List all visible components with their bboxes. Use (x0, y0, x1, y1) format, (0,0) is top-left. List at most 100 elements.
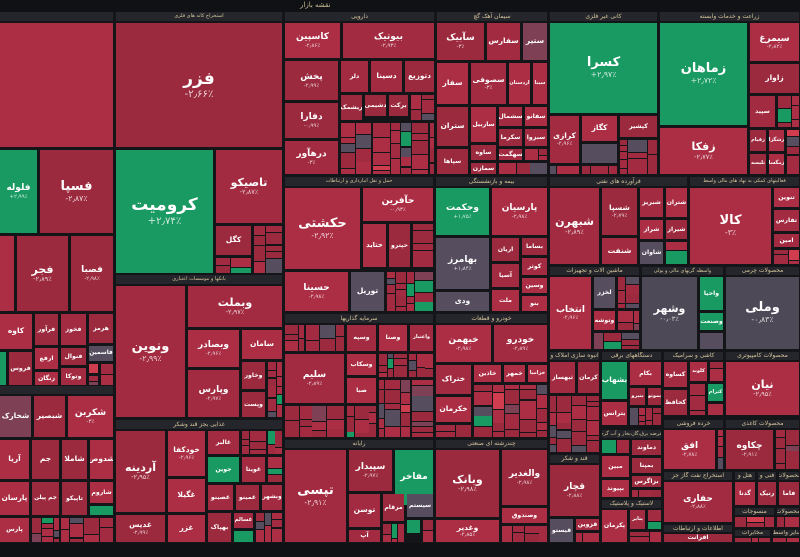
stock-tile[interactable]: وتوشه (594, 311, 615, 330)
stock-tile[interactable] (379, 419, 384, 428)
stock-tile[interactable]: کاسپین -۲٫۸۶٪ (285, 23, 340, 58)
stock-tile[interactable] (557, 413, 571, 423)
stock-tile[interactable]: قچار -۲٫۸۸٪ (550, 465, 599, 516)
stock-tile[interactable] (648, 510, 661, 521)
stock-tile[interactable] (618, 291, 625, 303)
stock-tile[interactable] (388, 354, 393, 358)
stock-tile[interactable] (275, 431, 282, 447)
stock-tile[interactable] (774, 255, 788, 264)
stock-tile[interactable] (391, 123, 400, 130)
stock-tile[interactable]: غصینو (208, 485, 233, 510)
stock-tile[interactable] (502, 526, 512, 542)
stock-tile[interactable] (84, 535, 99, 542)
stock-tile[interactable] (356, 135, 371, 148)
stock-tile[interactable] (417, 368, 425, 377)
stock-tile[interactable] (409, 354, 416, 360)
stock-tile[interactable]: کپشیر (620, 116, 657, 137)
stock-tile[interactable] (265, 513, 271, 525)
stock-tile[interactable]: وسپه (347, 325, 376, 351)
stock-tile[interactable]: حسینا -۲٫۹۸٪ (285, 272, 348, 311)
stock-tile[interactable] (391, 159, 400, 174)
stock-tile[interactable] (242, 440, 249, 445)
stock-tile[interactable]: شاروم (90, 482, 113, 503)
stock-tile[interactable]: شبهرن -۲٫۸۹٪ (550, 188, 599, 264)
stock-tile[interactable]: زاوار (750, 64, 799, 93)
stock-tile[interactable] (268, 386, 276, 397)
stock-tile[interactable]: حکشتی -۲٫۹۲٪ (285, 188, 360, 269)
stock-tile[interactable] (628, 159, 647, 174)
stock-tile[interactable] (778, 123, 791, 127)
stock-tile[interactable] (0, 23, 113, 147)
stock-tile[interactable]: شخارک (0, 396, 31, 437)
stock-tile[interactable] (587, 421, 599, 435)
stock-tile[interactable]: غویتا (242, 457, 265, 482)
stock-tile[interactable] (525, 526, 539, 533)
stock-tile[interactable] (576, 533, 582, 542)
stock-tile[interactable] (300, 427, 312, 437)
stock-tile[interactable] (583, 533, 599, 542)
stock-tile[interactable] (379, 429, 384, 437)
stock-tile[interactable] (423, 520, 433, 530)
stock-tile[interactable] (520, 390, 536, 399)
stock-tile[interactable] (430, 148, 434, 162)
stock-tile[interactable]: حتاید (363, 224, 386, 267)
stock-tile[interactable] (300, 420, 312, 426)
stock-tile[interactable] (666, 242, 687, 250)
stock-tile[interactable] (306, 341, 319, 346)
stock-tile[interactable]: وحکمت +۱٫۷۵٪ (436, 188, 489, 235)
stock-tile[interactable]: خودرو -۲٫۸۹٪ (494, 325, 547, 362)
stock-tile[interactable]: پخش -۲٫۹۹٪ (285, 61, 338, 100)
stock-tile[interactable] (415, 302, 433, 311)
stock-tile[interactable] (591, 166, 608, 174)
stock-tile[interactable] (254, 246, 265, 261)
stock-tile[interactable]: درهآور -۳٪ (285, 141, 338, 174)
stock-tile[interactable] (61, 518, 69, 529)
stock-tile[interactable]: تپسی -۲٫۹۱٪ (285, 450, 346, 542)
stock-tile[interactable] (474, 385, 492, 391)
stock-tile[interactable]: سلیم -۲٫۸۹٪ (285, 354, 344, 403)
stock-tile[interactable] (369, 413, 376, 423)
stock-tile[interactable] (300, 406, 312, 419)
stock-tile[interactable]: کوثر (522, 258, 547, 275)
stock-tile[interactable]: رنیک (758, 482, 776, 505)
stock-tile[interactable]: مرقام (383, 494, 404, 521)
stock-tile[interactable] (234, 531, 253, 542)
stock-tile[interactable] (493, 410, 504, 423)
stock-tile[interactable] (505, 414, 519, 429)
stock-tile[interactable] (620, 152, 627, 159)
stock-tile[interactable] (417, 354, 425, 367)
stock-tile[interactable]: کاوه (0, 314, 32, 349)
stock-tile[interactable]: کسرا +۲٫۹۷٪ (550, 23, 657, 113)
stock-tile[interactable]: انتخاب -۲٫۹۶٪ (550, 277, 591, 349)
stock-tile[interactable] (648, 155, 657, 174)
stock-tile[interactable] (254, 226, 265, 235)
stock-tile[interactable]: بپیوند (602, 480, 629, 497)
stock-tile[interactable] (759, 538, 770, 542)
stock-tile[interactable]: خبهمن -۲٫۹۸٪ (436, 325, 491, 362)
stock-tile[interactable]: زشگزا (769, 130, 784, 151)
stock-tile[interactable] (747, 523, 764, 527)
stock-tile[interactable] (84, 518, 99, 534)
stock-tile[interactable] (774, 250, 788, 254)
stock-tile[interactable] (646, 421, 652, 425)
stock-tile[interactable] (396, 284, 406, 289)
stock-tile[interactable] (776, 464, 785, 469)
stock-tile[interactable]: ثبهساز (550, 362, 575, 393)
stock-tile[interactable] (587, 396, 599, 401)
stock-tile[interactable] (272, 513, 282, 519)
stock-tile[interactable]: وسین (522, 278, 547, 293)
stock-tile[interactable] (609, 166, 617, 174)
stock-tile[interactable] (401, 427, 410, 437)
stock-tile[interactable] (355, 433, 369, 437)
stock-tile[interactable] (789, 261, 799, 264)
stock-tile[interactable] (630, 408, 638, 425)
stock-tile[interactable] (493, 432, 504, 437)
stock-tile[interactable]: کرمان (578, 362, 599, 393)
stock-tile[interactable] (412, 170, 428, 174)
stock-tile[interactable]: وسکاب (347, 354, 376, 375)
stock-tile[interactable] (299, 339, 304, 351)
stock-tile[interactable] (415, 281, 433, 292)
stock-tile[interactable] (347, 417, 354, 432)
stock-tile[interactable]: سآبیک -۳٪ (437, 23, 484, 60)
stock-tile[interactable] (327, 420, 344, 429)
